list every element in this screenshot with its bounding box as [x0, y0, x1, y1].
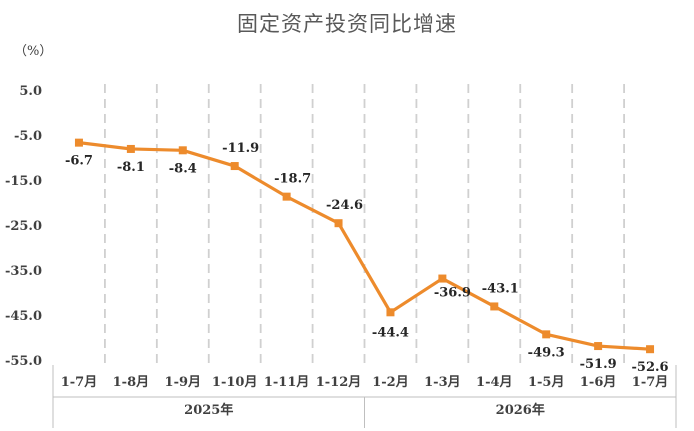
data-label: -11.9: [222, 141, 259, 156]
data-label: -8.4: [169, 161, 197, 176]
data-label: -49.3: [528, 345, 565, 360]
data-label: -24.6: [326, 198, 363, 213]
data-label: -52.6: [632, 360, 669, 375]
x-tick-label: 1-4月: [476, 375, 513, 390]
y-tick-label: -55.0: [5, 354, 42, 369]
data-point: [282, 192, 291, 201]
data-label: -18.7: [274, 172, 311, 187]
data-point: [438, 274, 447, 283]
data-point: [178, 146, 187, 155]
data-label: -8.1: [117, 160, 145, 175]
data-point: [386, 308, 395, 317]
x-tick-label: 1-12月: [316, 375, 362, 390]
data-label: -44.4: [372, 325, 409, 340]
y-tick-label: -45.0: [5, 309, 42, 324]
x-tick-label: 1-7月: [61, 375, 98, 390]
data-label: -43.1: [482, 281, 519, 296]
y-tick-label: -25.0: [5, 219, 42, 234]
x-tick-label: 1-9月: [165, 375, 202, 390]
y-tick-label: -5.0: [14, 129, 42, 144]
data-point: [594, 342, 603, 351]
y-axis-unit: （%）: [14, 44, 53, 59]
x-tick-label: 1-5月: [528, 375, 565, 390]
y-tick-label: -15.0: [5, 174, 42, 189]
x-tick-label: 1-11月: [264, 375, 310, 390]
y-tick-label: 5.0: [19, 84, 42, 99]
data-label: -36.9: [434, 286, 471, 301]
data-label: -6.7: [65, 154, 93, 169]
chart-title: 固定资产投资同比增速: [237, 12, 457, 36]
x-tick-label: 1-7月: [632, 375, 669, 390]
data-point: [230, 162, 239, 171]
data-point: [334, 219, 343, 228]
y-tick-label: -35.0: [5, 264, 42, 279]
x-tick-label: 1-2月: [372, 375, 409, 390]
data-point: [542, 330, 551, 339]
series-line: [78, 141, 651, 351]
data-label: -51.9: [580, 357, 617, 372]
x-tick-label: 1-8月: [113, 375, 150, 390]
data-point: [646, 345, 655, 354]
group-label: 2025年: [184, 402, 233, 418]
group-label: 2026年: [496, 402, 545, 418]
data-point: [126, 144, 135, 153]
data-point: [74, 138, 83, 147]
x-tick-label: 1-6月: [580, 375, 617, 390]
x-tick-label: 1-10月: [212, 375, 258, 390]
data-point: [490, 302, 499, 311]
x-tick-label: 1-3月: [424, 375, 461, 390]
